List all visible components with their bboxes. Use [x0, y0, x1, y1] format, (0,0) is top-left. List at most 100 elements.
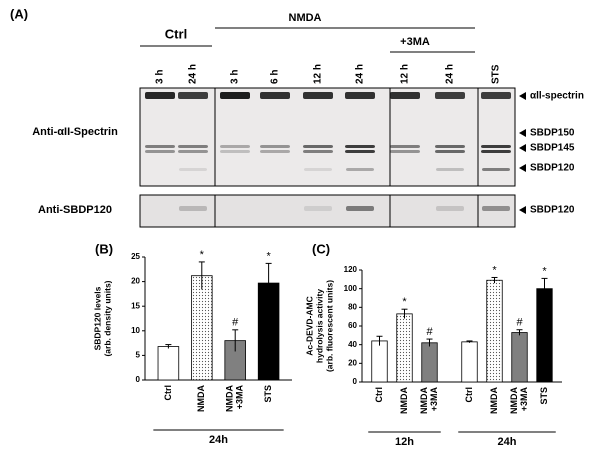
group-label: +3MA [400, 36, 430, 48]
band [220, 92, 250, 99]
lane-label: 6 h [270, 70, 281, 84]
band [390, 92, 420, 99]
y-tick-label: 20 [348, 358, 357, 367]
x-tick-label: +3MA [519, 387, 529, 412]
band [390, 145, 420, 148]
lane-label: 24 h [445, 64, 456, 84]
x-tick-label: NMDA [509, 387, 519, 414]
y-axis-label: hydrolysis activity [314, 289, 324, 363]
band [220, 150, 250, 153]
band [260, 150, 290, 153]
annotation: # [232, 317, 239, 329]
band [178, 145, 208, 148]
y-axis-label: Ac-DEVD-AMC [304, 296, 314, 356]
band [435, 145, 465, 148]
marker-label: αll-spectrin [530, 91, 584, 102]
band [481, 145, 511, 148]
y-tick-label: 100 [344, 284, 358, 293]
y-axis-label: (arb. fluorescent units) [324, 280, 334, 372]
annotation: # [516, 317, 523, 329]
blot-1 [139, 87, 516, 187]
band [345, 150, 375, 153]
blot-dividers [214, 88, 479, 227]
band [345, 145, 375, 148]
band [436, 168, 464, 171]
marker-label: SBDP120 [530, 205, 575, 216]
y-tick-label: 60 [348, 321, 357, 330]
annotation: * [200, 249, 205, 261]
bar [157, 346, 180, 381]
x-tick-label: NMDA [196, 385, 206, 412]
band [304, 206, 332, 211]
band [481, 92, 511, 99]
group-label: 24h [498, 436, 517, 448]
band [303, 150, 333, 153]
band [179, 168, 207, 171]
marker-arrow [519, 92, 526, 100]
antibody-label: Anti-SBDP120 [38, 204, 112, 216]
y-tick-label: 15 [131, 301, 140, 310]
antibody-label: Anti-αII-Spectrin [32, 126, 118, 138]
x-tick-label: Ctrl [464, 387, 474, 403]
bar [191, 275, 213, 381]
y-axis-label: SBDP120 levels [92, 286, 102, 350]
lane-label: 24 h [355, 64, 366, 84]
marker-arrow [519, 129, 526, 137]
y-tick-label: 0 [136, 375, 141, 384]
y-tick-label: 20 [131, 277, 140, 286]
y-tick-label: 0 [353, 377, 358, 386]
band [482, 168, 510, 171]
band [346, 206, 374, 211]
group-lines [140, 27, 475, 53]
x-tick-label: STS [539, 387, 549, 405]
lane-label: 3 h [155, 70, 166, 84]
lane-label: 12 h [400, 64, 411, 84]
band [145, 92, 175, 99]
group-label: 24h [209, 434, 228, 446]
marker-arrow [519, 144, 526, 152]
band [390, 150, 420, 153]
panel-label: (B) [95, 241, 113, 256]
band [482, 206, 510, 211]
annotation: * [542, 265, 547, 277]
marker-arrow [519, 164, 526, 172]
lane-label: 24 h [188, 64, 199, 84]
x-tick-label: NMDA [489, 387, 499, 414]
x-tick-label: NMDA [225, 385, 235, 412]
bar [511, 332, 528, 383]
band [145, 145, 175, 148]
panel-label: (C) [312, 241, 330, 256]
band [260, 92, 290, 99]
annotation: # [426, 326, 433, 338]
band [346, 168, 374, 171]
marker-label: SBDP145 [530, 143, 575, 154]
x-tick-label: Ctrl [374, 387, 384, 403]
lane-label: 12 h [313, 64, 324, 84]
annotation: * [266, 250, 271, 262]
y-tick-label: 25 [131, 252, 140, 261]
x-tick-label: STS [263, 385, 273, 403]
x-tick-label: Ctrl [163, 385, 173, 401]
bar [461, 341, 478, 383]
x-tick-label: NMDA [399, 387, 409, 414]
y-tick-label: 120 [344, 265, 358, 274]
band [303, 145, 333, 148]
blot-2 [139, 194, 516, 228]
bar [371, 340, 388, 383]
band [178, 150, 208, 153]
y-tick-label: 80 [348, 302, 357, 311]
annotation: * [402, 296, 407, 308]
group-label: Ctrl [165, 26, 187, 41]
band [435, 150, 465, 153]
band [303, 92, 333, 99]
band [435, 92, 465, 99]
lane-label: 3 h [230, 70, 241, 84]
lane-label: STS [491, 64, 502, 84]
band [436, 206, 464, 211]
band [145, 150, 175, 153]
bar [486, 279, 503, 383]
marker-label: SBDP150 [530, 128, 575, 139]
x-tick-label: NMDA [419, 387, 429, 414]
y-tick-label: 5 [136, 351, 141, 360]
